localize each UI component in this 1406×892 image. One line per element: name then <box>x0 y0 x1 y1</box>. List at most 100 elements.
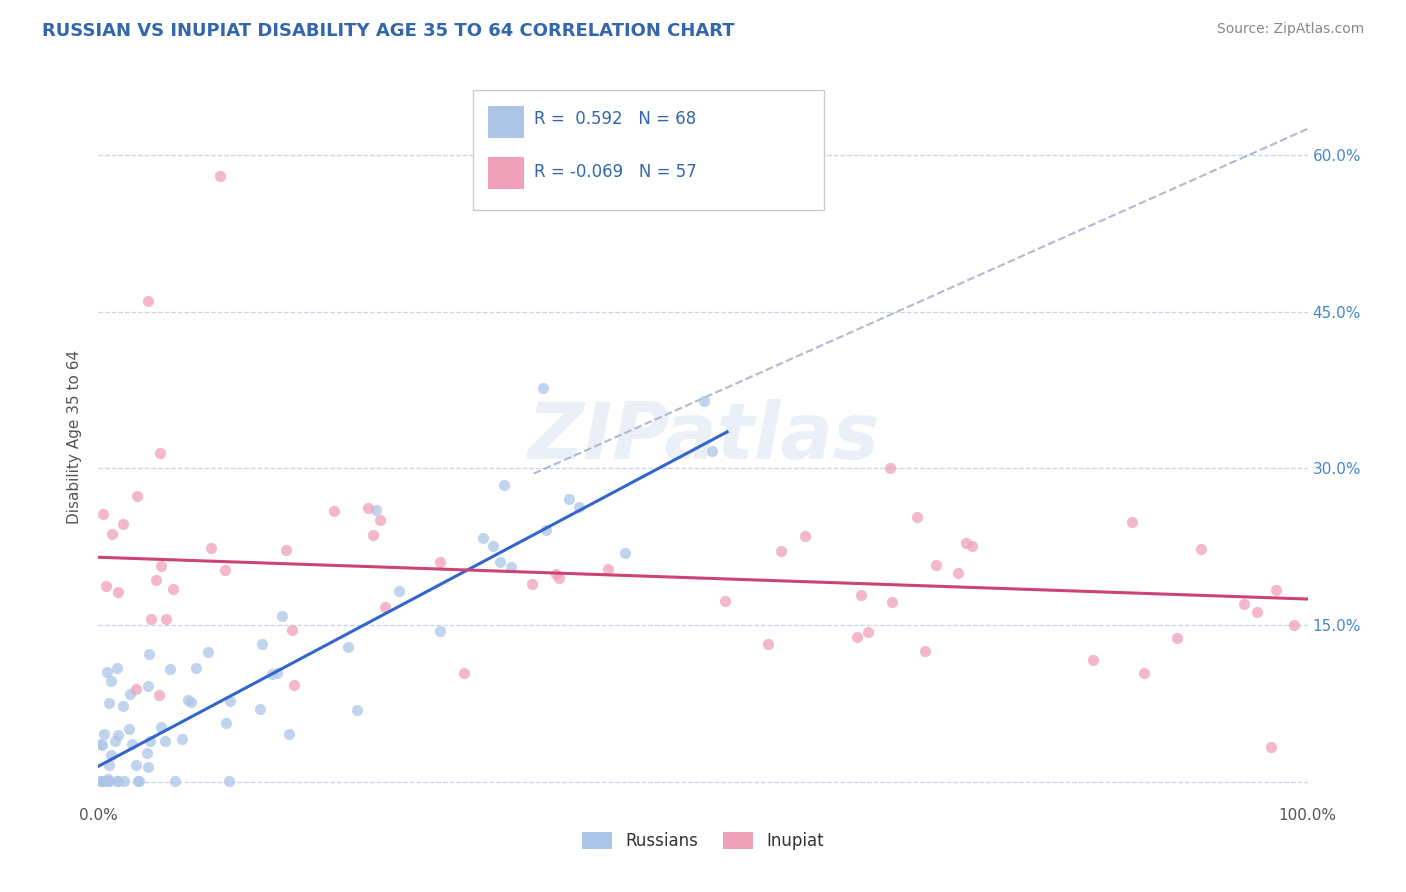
Point <box>149 446 172 460</box>
Point <box>107 728 129 742</box>
Point <box>184 661 207 675</box>
FancyBboxPatch shape <box>474 90 824 211</box>
Point <box>162 582 184 596</box>
Point <box>1246 605 1268 619</box>
Point <box>136 294 159 309</box>
Point <box>98 757 121 772</box>
Point <box>90 773 112 788</box>
Point <box>756 638 779 652</box>
Point <box>1233 598 1256 612</box>
Text: Source: ZipAtlas.com: Source: ZipAtlas.com <box>1216 22 1364 37</box>
Point <box>492 478 515 492</box>
Point <box>283 678 305 692</box>
Point <box>219 693 242 707</box>
Point <box>266 665 288 680</box>
Point <box>177 692 200 706</box>
Point <box>1264 582 1286 597</box>
Point <box>136 746 159 760</box>
Point <box>846 631 869 645</box>
Point <box>112 517 135 532</box>
Point <box>105 661 128 675</box>
Point <box>546 566 568 581</box>
Point <box>558 491 581 506</box>
Point <box>150 720 173 734</box>
Point <box>91 508 114 522</box>
Point <box>1133 666 1156 681</box>
Point <box>90 739 112 753</box>
Point <box>165 773 187 788</box>
Point <box>1081 653 1104 667</box>
Point <box>520 576 543 591</box>
Point <box>148 688 170 702</box>
Point <box>488 555 510 569</box>
Point <box>150 558 173 573</box>
Point <box>180 695 202 709</box>
Point <box>336 640 359 655</box>
Point <box>453 666 475 681</box>
Point <box>100 674 122 689</box>
Point <box>770 544 793 558</box>
Point <box>568 500 591 515</box>
Point <box>249 702 271 716</box>
Point <box>200 541 222 555</box>
Point <box>159 662 181 676</box>
Point <box>121 737 143 751</box>
Point <box>925 558 948 573</box>
Point <box>155 734 177 748</box>
Point <box>97 773 120 788</box>
Point <box>1189 542 1212 557</box>
Point <box>374 600 396 615</box>
Text: ZIPatlas: ZIPatlas <box>527 399 879 475</box>
Point <box>93 727 115 741</box>
Point <box>105 773 128 788</box>
Point <box>700 444 723 458</box>
Point <box>692 394 714 409</box>
Point <box>145 573 167 587</box>
Point <box>858 624 880 639</box>
Point <box>547 571 569 585</box>
Point <box>1260 740 1282 755</box>
Point <box>96 665 118 679</box>
Point <box>368 513 391 527</box>
Point <box>107 584 129 599</box>
Point <box>94 773 117 788</box>
Point <box>914 644 936 658</box>
Point <box>429 556 451 570</box>
Point <box>281 623 304 637</box>
FancyBboxPatch shape <box>488 157 524 189</box>
Point <box>118 687 141 701</box>
Point <box>124 758 146 772</box>
Point <box>1121 515 1143 529</box>
Point <box>112 698 135 713</box>
Text: R = -0.069   N = 57: R = -0.069 N = 57 <box>534 163 696 181</box>
Point <box>218 773 240 788</box>
Point <box>482 539 505 553</box>
Point <box>94 579 117 593</box>
Point <box>215 715 238 730</box>
Point <box>1166 631 1188 645</box>
FancyBboxPatch shape <box>488 106 524 138</box>
Y-axis label: Disability Age 35 to 64: Disability Age 35 to 64 <box>67 350 83 524</box>
Point <box>127 773 149 788</box>
Point <box>112 773 135 788</box>
Point <box>155 612 177 626</box>
Point <box>794 529 817 543</box>
Point <box>97 773 120 788</box>
Point <box>100 747 122 762</box>
Point <box>91 773 114 788</box>
Point <box>138 647 160 661</box>
Point <box>429 624 451 638</box>
Point <box>172 731 194 746</box>
Point <box>499 559 522 574</box>
Point <box>905 509 928 524</box>
Legend: Russians, Inupiat: Russians, Inupiat <box>575 825 831 856</box>
Point <box>364 503 387 517</box>
Point <box>278 726 301 740</box>
Point <box>472 531 495 545</box>
Point <box>97 772 120 786</box>
Point <box>323 504 346 518</box>
Point <box>90 773 112 788</box>
Point <box>209 169 232 183</box>
Point <box>955 535 977 549</box>
Point <box>534 523 557 537</box>
